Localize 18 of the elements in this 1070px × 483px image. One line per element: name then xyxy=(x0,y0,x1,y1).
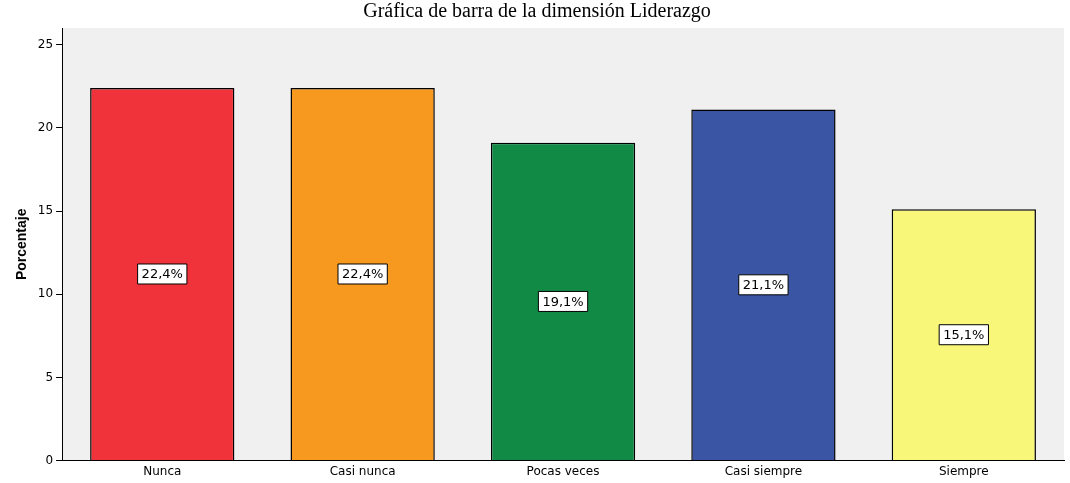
y-tick-label: 5 xyxy=(45,369,54,384)
x-tick-label: Nunca xyxy=(143,463,182,478)
y-tick-label: 10 xyxy=(37,286,54,301)
x-tick-label: Casi nunca xyxy=(329,463,396,478)
y-tick-label: 20 xyxy=(37,119,54,134)
data-label: 15,1% xyxy=(943,327,985,343)
data-label: 22,4% xyxy=(141,266,183,282)
y-tick-label: 25 xyxy=(37,36,54,51)
data-label: 21,1% xyxy=(742,277,785,293)
x-tick-label: Siempre xyxy=(938,463,989,478)
y-tick-label: 0 xyxy=(45,452,54,467)
data-label: 19,1% xyxy=(542,293,584,309)
y-axis-title: Porcentaje xyxy=(13,208,30,281)
data-label: 22,4% xyxy=(341,266,384,282)
chart-title: Gráfica de barra de la dimensión Liderazgo xyxy=(363,0,711,23)
y-tick-label: 15 xyxy=(37,203,54,218)
x-tick-label: Pocas veces xyxy=(526,463,600,478)
x-tick-label: Casi siempre xyxy=(724,463,803,478)
